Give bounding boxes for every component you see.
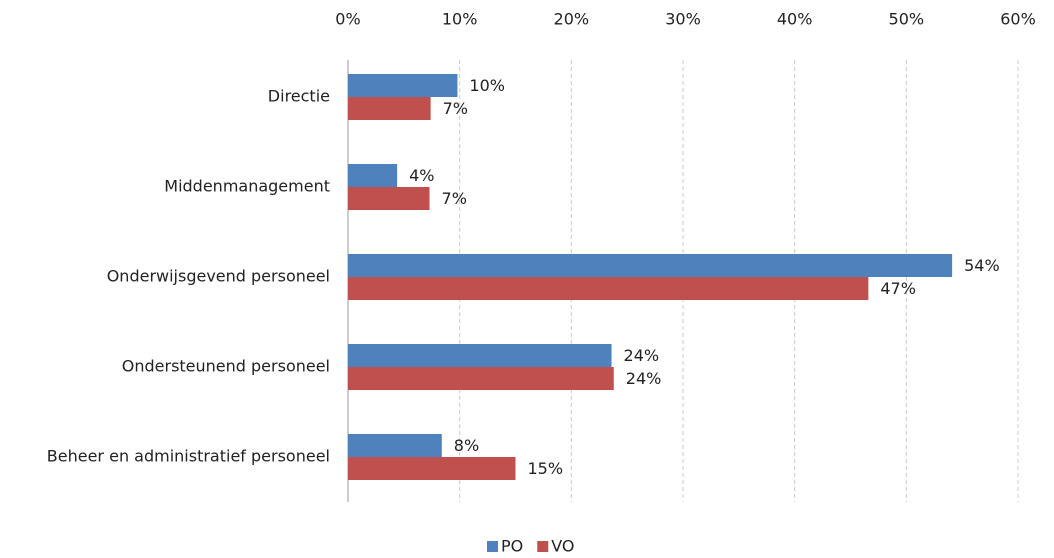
data-label: 10% — [469, 76, 505, 95]
x-tick-label: 40% — [777, 10, 813, 29]
x-tick-label: 0% — [335, 10, 360, 29]
category-label: Middenmanagement — [164, 177, 330, 196]
bar — [348, 254, 953, 277]
bar — [348, 97, 431, 120]
legend-swatch — [487, 541, 498, 552]
category-label: Beheer en administratief personeel — [47, 447, 330, 466]
category-label: Directie — [268, 87, 330, 106]
x-tick-label: 10% — [442, 10, 478, 29]
bar — [348, 434, 442, 457]
data-label: 24% — [624, 346, 660, 365]
bar — [348, 277, 869, 300]
x-tick-label: 50% — [889, 10, 925, 29]
data-label: 7% — [442, 189, 467, 208]
legend-swatch — [537, 541, 549, 552]
data-label: 15% — [528, 459, 564, 478]
bar — [348, 74, 458, 97]
bar — [348, 164, 398, 187]
category-label: Onderwijsgevend personeel — [107, 267, 330, 286]
data-label: 8% — [454, 436, 479, 455]
x-tick-label: 60% — [1000, 10, 1036, 29]
bar — [348, 344, 612, 367]
data-label: 54% — [964, 256, 1000, 275]
bar — [348, 367, 614, 390]
x-tick-label: 20% — [554, 10, 590, 29]
data-label: 47% — [880, 279, 916, 298]
data-label: 4% — [409, 166, 434, 185]
x-tick-label: 30% — [665, 10, 701, 29]
category-label: Ondersteunend personeel — [122, 357, 330, 376]
data-label: 24% — [626, 369, 662, 388]
data-label: 7% — [443, 99, 468, 118]
bar — [348, 187, 430, 210]
legend-label: VO — [551, 537, 574, 556]
bar — [348, 457, 516, 480]
legend-label: PO — [501, 537, 523, 556]
